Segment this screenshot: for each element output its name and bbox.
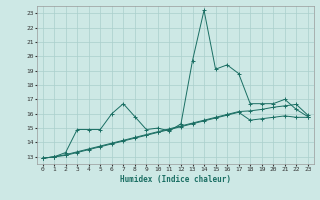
X-axis label: Humidex (Indice chaleur): Humidex (Indice chaleur) [120,175,231,184]
